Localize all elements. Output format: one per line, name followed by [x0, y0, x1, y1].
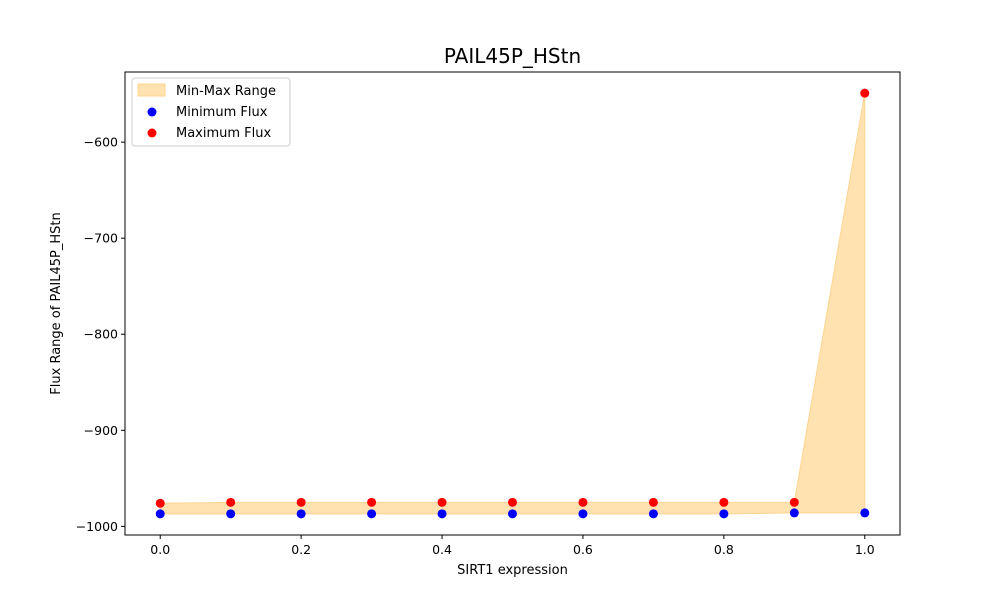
legend-swatch-maximum-flux: [147, 128, 157, 138]
legend-label-min-max-range: Min-Max Range: [176, 84, 276, 99]
x-tick-label: 0.6: [573, 542, 593, 557]
min-max-range-band: [159, 93, 866, 515]
x-tick-label: 0.8: [714, 542, 734, 557]
axes: 0.0 0.2 0.4 0.6 0.8 1.0 −1000 −900 −800 −700 −600: [76, 71, 901, 557]
maximum-flux-point: [578, 497, 588, 507]
x-tick-label: 0.4: [432, 542, 452, 557]
maximum-flux-point: [226, 497, 236, 507]
maximum-flux-point: [508, 497, 517, 507]
maximum-flux-point: [437, 497, 447, 507]
y-tick-label: −900: [84, 423, 118, 438]
minimum-flux-point: [367, 509, 377, 519]
legend-swatch-min-max-range: [137, 83, 166, 97]
maximum-flux-point: [719, 497, 729, 507]
minimum-flux-point: [578, 509, 588, 519]
legend-label-minimum-flux: Minimum Flux: [176, 105, 268, 120]
minimum-flux-point: [860, 508, 870, 518]
minimum-flux-point: [508, 509, 517, 519]
plot-area: [155, 88, 870, 519]
x-axis-label: SIRT1 expression: [457, 563, 568, 578]
legend-box: [131, 77, 291, 147]
maximum-flux-point: [296, 497, 306, 507]
maximum-flux-point: [648, 497, 658, 507]
maximum-flux-point: [155, 498, 165, 508]
maximum-flux-point: [367, 497, 377, 507]
chart-title: PAIL45P_HStn: [444, 44, 581, 68]
x-tick-label: 0.0: [150, 542, 170, 557]
minimum-flux-point: [648, 509, 658, 519]
minimum-flux-point: [296, 509, 306, 519]
axes-frame: [124, 71, 901, 536]
minimum-flux-point: [155, 509, 165, 519]
maximum-flux-point: [789, 497, 799, 507]
x-tick-label: 1.0: [855, 542, 875, 557]
minimum-flux-point: [226, 509, 236, 519]
minimum-flux-point: [437, 509, 447, 519]
y-axis-label: Flux Range of PAIL45P_HStn: [49, 212, 64, 394]
minimum-flux-point: [719, 509, 729, 519]
x-tick-label: 0.2: [291, 542, 311, 557]
y-tick-label: −600: [84, 135, 118, 150]
y-tick-label: −1000: [76, 519, 118, 534]
legend: Min-Max Range Minimum Flux Maximum Flux: [131, 77, 291, 147]
legend-label-maximum-flux: Maximum Flux: [176, 126, 272, 141]
maximum-flux-point: [860, 88, 870, 98]
y-tick-label: −700: [84, 231, 118, 246]
minimum-flux-point: [789, 508, 799, 518]
legend-swatch-minimum-flux: [147, 107, 157, 117]
y-tick-label: −800: [84, 327, 118, 342]
